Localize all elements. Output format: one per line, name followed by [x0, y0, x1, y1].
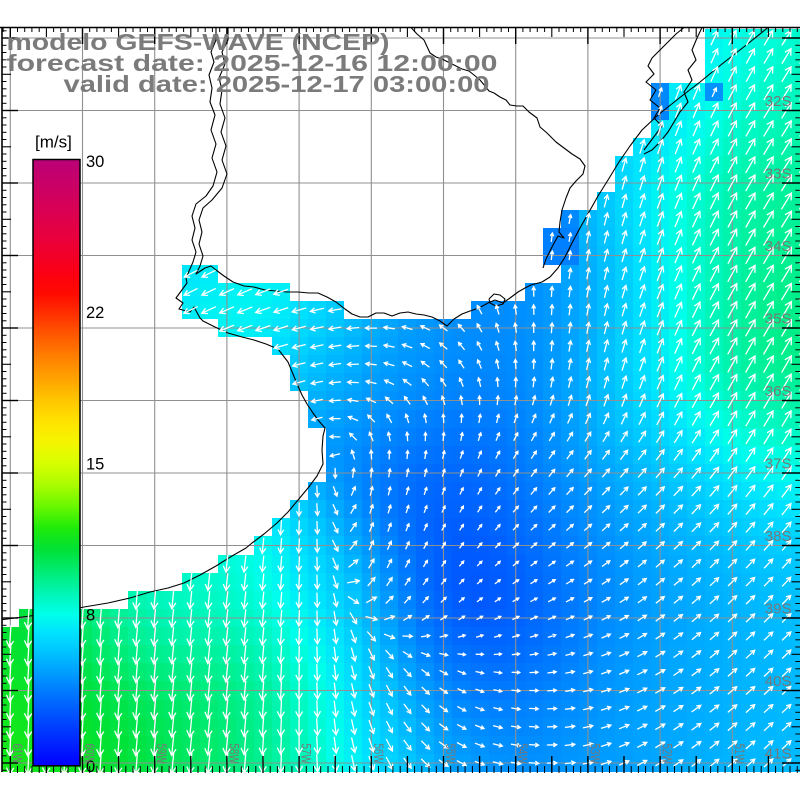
svg-text:36S: 36S [765, 383, 792, 400]
svg-text:22: 22 [86, 304, 104, 322]
svg-text:52W: 52W [660, 744, 676, 765]
svg-text:33S: 33S [765, 166, 792, 183]
svg-text:modelo GEFS-WAVE (NCEP): modelo GEFS-WAVE (NCEP) [7, 29, 390, 55]
svg-text:30: 30 [86, 153, 104, 171]
svg-text:38S: 38S [765, 528, 792, 545]
svg-text:35S: 35S [765, 311, 792, 328]
svg-text:54W: 54W [515, 744, 531, 765]
svg-text:32S: 32S [765, 93, 792, 110]
svg-text:55W: 55W [443, 744, 459, 765]
svg-text:59W: 59W [154, 744, 170, 765]
svg-text:15: 15 [86, 456, 104, 474]
svg-text:[m/s]: [m/s] [35, 133, 72, 152]
svg-text:57W: 57W [299, 744, 315, 765]
svg-text:8: 8 [86, 607, 95, 625]
svg-text:forecast date: 2025-12-16 12:0: forecast date: 2025-12-16 12:00:00 [7, 50, 498, 76]
svg-text:37S: 37S [765, 456, 792, 473]
svg-text:34S: 34S [765, 238, 792, 255]
svg-text:valid date: 2025-12-17 03:00:0: valid date: 2025-12-17 03:00:00 [64, 71, 490, 97]
svg-text:39S: 39S [765, 601, 792, 618]
svg-text:53W: 53W [587, 744, 603, 765]
svg-text:56W: 56W [371, 744, 387, 765]
svg-text:58W: 58W [226, 744, 242, 765]
svg-text:61W: 61W [10, 744, 26, 765]
svg-text:51W: 51W [732, 744, 748, 765]
svg-text:40S: 40S [765, 673, 792, 690]
svg-text:41S: 41S [765, 746, 792, 763]
svg-text:60W: 60W [82, 744, 98, 765]
svg-text:0: 0 [86, 758, 95, 776]
